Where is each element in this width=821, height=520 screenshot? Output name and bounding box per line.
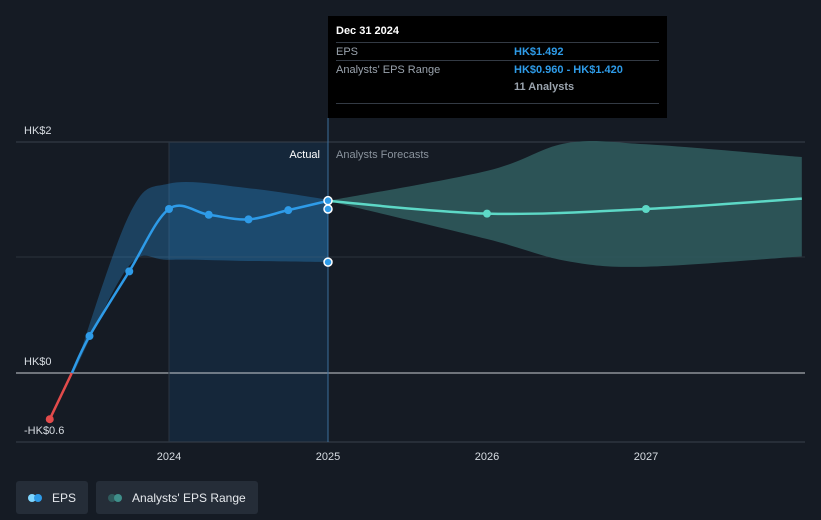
forecast-range-area <box>328 140 802 267</box>
eps-forecast-point <box>483 209 491 218</box>
tooltip-eps-label: EPS <box>336 45 359 58</box>
eps-point <box>45 415 54 424</box>
eps-lines <box>48 197 802 421</box>
tooltip-range-value: HK$0.960 - HK$1.420 <box>514 63 623 76</box>
tooltip-eps-row: EPS HK$1.492 <box>336 42 659 60</box>
actual-label: Actual <box>289 149 320 161</box>
range-areas <box>73 140 802 373</box>
eps-chart: HK$2 HK$0 -HK$0.6 2024 2025 2026 2027 Ac… <box>16 118 805 463</box>
highlight-marker <box>323 195 333 206</box>
y-tick-neg: -HK$0.6 <box>24 425 64 437</box>
legend-item-eps[interactable]: EPS <box>16 481 89 514</box>
eps-forecast-point <box>642 204 650 213</box>
legend-label-range: Analysts' EPS Range <box>132 490 246 505</box>
highlight-marker <box>323 204 333 214</box>
tooltip-eps-value: HK$1.492 <box>514 45 564 58</box>
tooltip: Dec 31 2024 EPS HK$1.492 Analysts' EPS R… <box>328 16 667 118</box>
x-tick-2025: 2025 <box>316 451 340 463</box>
legend-item-range[interactable]: Analysts' EPS Range <box>96 481 258 514</box>
actual-range-area <box>73 182 328 373</box>
forecast-label: Analysts Forecasts <box>336 149 429 161</box>
tooltip-range-label: Analysts' EPS Range <box>336 63 441 76</box>
eps-forecast-line <box>327 197 802 216</box>
eps-point <box>204 210 213 219</box>
eps-point <box>165 204 173 213</box>
y-tick-0: HK$0 <box>24 356 52 368</box>
eps-point <box>125 267 134 276</box>
eps-point <box>244 215 253 224</box>
legend: EPS Analysts' EPS Range <box>16 481 258 514</box>
x-tick-2024: 2024 <box>157 451 181 463</box>
tooltip-divider <box>336 103 659 129</box>
eps-line <box>70 199 329 374</box>
x-tick-2026: 2026 <box>475 451 499 463</box>
tooltip-range-row: Analysts' EPS Range HK$0.960 - HK$1.420 <box>336 60 659 78</box>
eps-negative-line <box>48 371 74 421</box>
eps-points <box>45 195 650 424</box>
range-swatch-icon <box>108 493 124 502</box>
y-tick-2: HK$2 <box>24 125 52 137</box>
highlight-band <box>169 142 328 442</box>
x-tick-2027: 2027 <box>634 451 658 463</box>
highlight-marker <box>323 257 333 267</box>
tooltip-analysts-row: 11 Analysts <box>336 78 659 95</box>
tooltip-analysts: 11 Analysts <box>514 80 575 93</box>
tooltip-date: Dec 31 2024 <box>336 25 399 37</box>
eps-point <box>284 206 293 215</box>
legend-label-eps: EPS <box>52 490 77 505</box>
eps-swatch-icon <box>28 493 44 502</box>
eps-point <box>85 332 94 341</box>
